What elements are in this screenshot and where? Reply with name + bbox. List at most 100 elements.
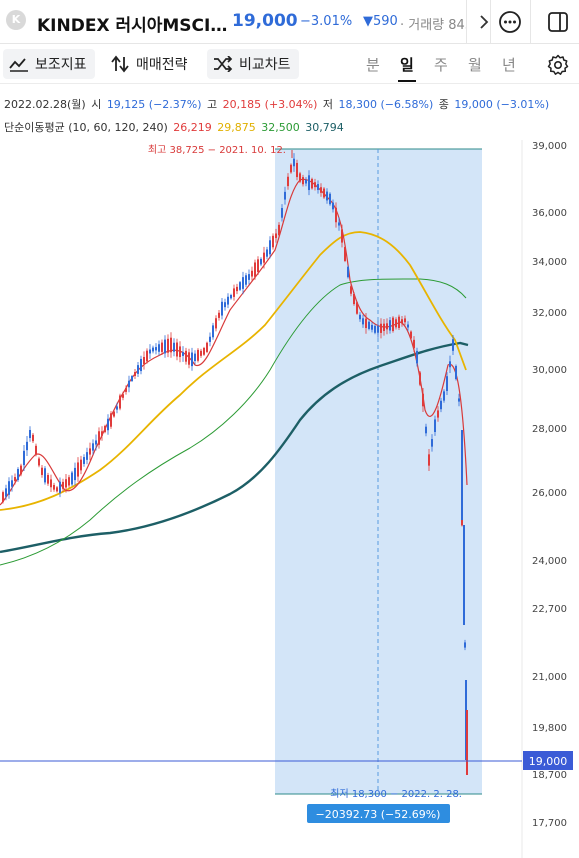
- header-divider: [466, 0, 467, 44]
- candle-body: [113, 411, 115, 417]
- current-price-tag-text: 19,000: [529, 755, 568, 768]
- low-label: 저: [322, 98, 334, 111]
- period-month[interactable]: 월: [468, 56, 482, 74]
- candle-body: [11, 480, 13, 487]
- candle-body: [392, 317, 394, 332]
- candle-body: [317, 184, 319, 190]
- candle-body: [8, 481, 10, 495]
- price-chart[interactable]: 39,000 36,000 34,000 32,000 30,000 28,00…: [0, 140, 579, 858]
- candle-body: [263, 252, 265, 263]
- chevron-right-icon: [480, 15, 489, 29]
- candle-body: [65, 479, 67, 488]
- candle-body: [398, 316, 400, 328]
- ma60-line: [0, 231, 467, 511]
- strategy-label: 매매전략: [136, 57, 188, 73]
- header-divider: [490, 0, 491, 44]
- y-tick-label: 32,000: [532, 308, 567, 319]
- y-tick-label: 28,000: [532, 424, 567, 435]
- candle-body: [95, 440, 97, 445]
- candle-body: [428, 454, 430, 466]
- candle-body: [179, 346, 181, 358]
- candle-body: [71, 472, 73, 485]
- active-period-indicator: [398, 80, 416, 82]
- candle-body: [440, 400, 442, 410]
- y-tick-label: 18,700: [532, 770, 567, 781]
- candle-body: [41, 467, 43, 475]
- ma120-line: [0, 278, 467, 566]
- candle-body: [431, 439, 433, 447]
- candle-body: [128, 380, 130, 388]
- y-tick-label: 30,000: [532, 365, 567, 376]
- candle-body: [296, 162, 298, 178]
- period-day[interactable]: 일: [400, 56, 414, 74]
- y-tick-label: 22,700: [532, 604, 567, 615]
- stock-title[interactable]: KINDEX 러시아MSCI…: [37, 16, 228, 36]
- period-week[interactable]: 주: [434, 56, 448, 74]
- candle-body: [437, 410, 439, 418]
- candle-body: [17, 468, 19, 481]
- candle-body: [293, 158, 295, 167]
- candle-body: [143, 356, 145, 365]
- price-change: −3.01%: [300, 14, 353, 29]
- candle-body: [188, 352, 190, 365]
- candle-body: [152, 347, 154, 352]
- more-button[interactable]: [494, 6, 526, 38]
- candle-body: [338, 222, 340, 226]
- panel-button[interactable]: [542, 6, 574, 38]
- candle-body: [251, 270, 253, 277]
- candle-body: [374, 325, 376, 333]
- candle-body: [347, 266, 349, 278]
- candle-body: [449, 361, 451, 368]
- candle-body: [299, 173, 301, 182]
- candle-body: [308, 175, 310, 191]
- candle-body: [197, 349, 199, 361]
- candle-body: [377, 325, 379, 333]
- candle-body: [44, 468, 46, 483]
- header-divider: [530, 0, 531, 44]
- candle-body: [80, 459, 82, 471]
- low-annotation: 최저 18,300 − 2022. 2. 28.: [330, 788, 462, 800]
- candle-body: [89, 448, 91, 455]
- candle-body: [182, 352, 184, 356]
- candle-body: [32, 434, 34, 442]
- candle-body: [191, 352, 193, 367]
- strategy-button[interactable]: 매매전략: [104, 49, 196, 79]
- expand-button[interactable]: [468, 6, 500, 38]
- y-tick-label: 39,000: [532, 141, 567, 152]
- y-tick-label: 19,800: [532, 723, 567, 734]
- candle-body: [275, 233, 277, 239]
- candle-body: [83, 457, 85, 464]
- candle-body: [314, 182, 316, 188]
- y-tick-label: 17,700: [532, 818, 567, 829]
- candle-body: [23, 450, 25, 466]
- settings-button[interactable]: [545, 52, 571, 78]
- candle-body: [404, 318, 406, 323]
- y-tick-label: 26,000: [532, 488, 567, 499]
- candle-body: [266, 249, 268, 257]
- candle-body: [443, 391, 445, 401]
- indicator-icon: [9, 58, 28, 72]
- period-year[interactable]: 년: [502, 56, 516, 74]
- y-axis: 39,000 36,000 34,000 32,000 30,000 28,00…: [532, 141, 567, 829]
- candle-body: [359, 314, 361, 320]
- candle-body: [5, 488, 7, 497]
- candle-body: [221, 301, 223, 316]
- candle-body: [302, 177, 304, 185]
- ma10-value: 26,219: [173, 121, 212, 134]
- candle-body: [368, 321, 370, 329]
- candle-body: [47, 475, 49, 484]
- open-value: 19,125 (−2.37%): [106, 98, 202, 111]
- candle-body: [170, 337, 172, 353]
- candle-body: [227, 296, 229, 305]
- candle-body: [62, 481, 64, 489]
- candle-body: [416, 350, 418, 364]
- candle-body: [326, 191, 328, 201]
- indicator-button[interactable]: 보조지표: [3, 49, 95, 79]
- shuffle-icon: [214, 56, 233, 72]
- candle-body: [446, 376, 448, 391]
- period-minute[interactable]: 분: [366, 56, 380, 74]
- candle-body: [194, 353, 196, 362]
- open-label: 시: [91, 98, 102, 111]
- candle-body: [86, 452, 88, 460]
- compare-button[interactable]: 비교차트: [207, 49, 299, 79]
